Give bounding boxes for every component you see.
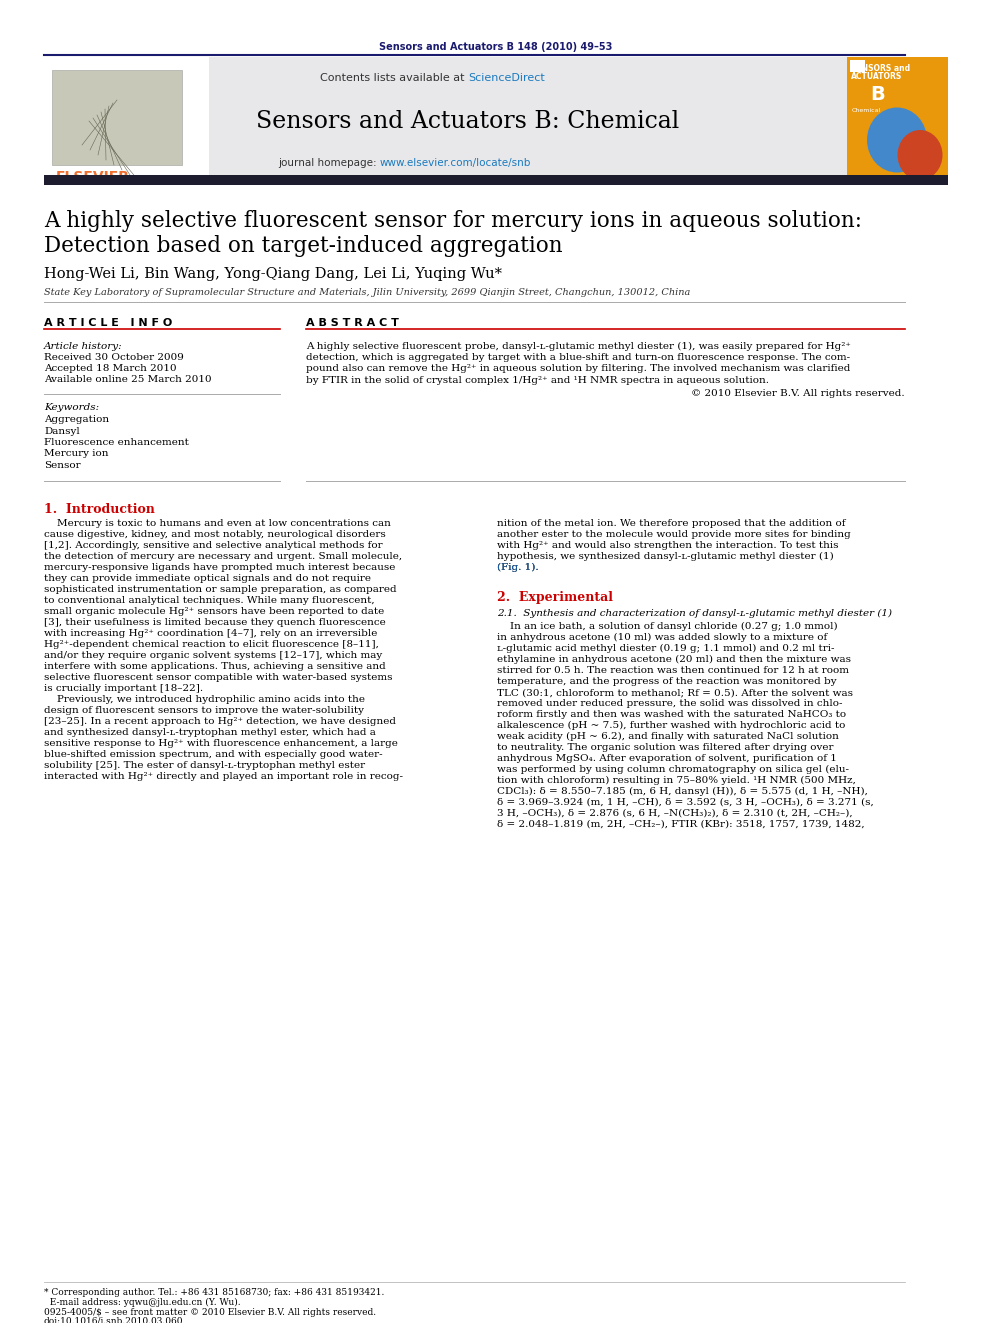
Text: E-mail address: yqwu@jlu.edu.cn (Y. Wu).: E-mail address: yqwu@jlu.edu.cn (Y. Wu).	[44, 1298, 241, 1307]
Text: © 2010 Elsevier B.V. All rights reserved.: © 2010 Elsevier B.V. All rights reserved…	[691, 389, 905, 398]
Text: In an ice bath, a solution of dansyl chloride (0.27 g; 1.0 mmol): In an ice bath, a solution of dansyl chl…	[497, 622, 837, 631]
Text: Chemical: Chemical	[852, 108, 881, 112]
Text: temperature, and the progress of the reaction was monitored by: temperature, and the progress of the rea…	[497, 677, 836, 687]
Text: nition of the metal ion. We therefore proposed that the addition of: nition of the metal ion. We therefore pr…	[497, 519, 845, 528]
Text: design of fluorescent sensors to improve the water-solubility: design of fluorescent sensors to improve…	[44, 706, 364, 714]
Text: small organic molecule Hg²⁺ sensors have been reported to date: small organic molecule Hg²⁺ sensors have…	[44, 607, 384, 617]
Text: (Fig. 1).: (Fig. 1).	[497, 564, 539, 572]
Text: pound also can remove the Hg²⁺ in aqueous solution by filtering. The involved me: pound also can remove the Hg²⁺ in aqueou…	[306, 364, 850, 373]
Text: selective fluorescent sensor compatible with water-based systems: selective fluorescent sensor compatible …	[44, 673, 393, 681]
Text: Hong-Wei Li, Bin Wang, Yong-Qiang Dang, Lei Li, Yuqing Wu*: Hong-Wei Li, Bin Wang, Yong-Qiang Dang, …	[44, 267, 502, 280]
Text: to conventional analytical techniques. While many fluorescent,: to conventional analytical techniques. W…	[44, 595, 375, 605]
Text: B: B	[870, 85, 885, 105]
Text: Dansyl: Dansyl	[44, 426, 79, 435]
Text: ʟ-glutamic acid methyl diester (0.19 g; 1.1 mmol) and 0.2 ml tri-: ʟ-glutamic acid methyl diester (0.19 g; …	[497, 644, 834, 654]
Text: is crucially important [18–22].: is crucially important [18–22].	[44, 684, 203, 693]
Text: A highly selective fluorescent probe, dansyl-ʟ-glutamic methyl diester (1), was : A highly selective fluorescent probe, da…	[306, 343, 851, 351]
Text: A highly selective fluorescent sensor for mercury ions in aqueous solution:: A highly selective fluorescent sensor fo…	[44, 210, 862, 232]
FancyBboxPatch shape	[44, 57, 847, 175]
Text: TLC (30:1, chloroform to methanol; Rf = 0.5). After the solvent was: TLC (30:1, chloroform to methanol; Rf = …	[497, 688, 853, 697]
Text: Article history:: Article history:	[44, 343, 123, 351]
Text: Sensors and Actuators B 148 (2010) 49–53: Sensors and Actuators B 148 (2010) 49–53	[379, 42, 613, 52]
Text: Fluorescence enhancement: Fluorescence enhancement	[44, 438, 188, 447]
Text: Mercury is toxic to humans and even at low concentrations can: Mercury is toxic to humans and even at l…	[44, 519, 391, 528]
Text: [23–25]. In a recent approach to Hg²⁺ detection, we have designed: [23–25]. In a recent approach to Hg²⁺ de…	[44, 717, 396, 726]
Text: Contents lists available at: Contents lists available at	[320, 73, 468, 83]
Text: (Fig. 1).: (Fig. 1).	[497, 564, 539, 572]
Text: journal homepage:: journal homepage:	[278, 157, 380, 168]
Text: Accepted 18 March 2010: Accepted 18 March 2010	[44, 364, 177, 373]
Text: Hg²⁺-dependent chemical reaction to elicit fluorescence [8–11],: Hg²⁺-dependent chemical reaction to elic…	[44, 640, 379, 650]
Text: and synthesized dansyl-ʟ-tryptophan methyl ester, which had a: and synthesized dansyl-ʟ-tryptophan meth…	[44, 728, 376, 737]
Text: Aggregation: Aggregation	[44, 415, 109, 423]
Text: alkalescence (pH ~ 7.5), further washed with hydrochloric acid to: alkalescence (pH ~ 7.5), further washed …	[497, 721, 845, 730]
Text: CDCl₃): δ = 8.550–7.185 (m, 6 H, dansyl (H)), δ = 5.575 (d, 1 H, –NH),: CDCl₃): δ = 8.550–7.185 (m, 6 H, dansyl …	[497, 787, 868, 796]
Text: ethylamine in anhydrous acetone (20 ml) and then the mixture was: ethylamine in anhydrous acetone (20 ml) …	[497, 655, 851, 664]
Bar	[44, 175, 948, 185]
Text: another ester to the molecule would provide more sites for binding: another ester to the molecule would prov…	[497, 531, 851, 538]
Text: Keywords:: Keywords:	[44, 404, 99, 411]
Text: A B S T R A C T: A B S T R A C T	[306, 318, 399, 328]
Text: stirred for 0.5 h. The reaction was then continued for 12 h at room: stirred for 0.5 h. The reaction was then…	[497, 665, 849, 675]
Text: State Key Laboratory of Supramolecular Structure and Materials, Jilin University: State Key Laboratory of Supramolecular S…	[44, 288, 690, 296]
Text: [1,2]. Accordingly, sensitive and selective analytical methods for: [1,2]. Accordingly, sensitive and select…	[44, 541, 383, 550]
Text: ACTUATORS: ACTUATORS	[851, 71, 903, 81]
Text: Sensor: Sensor	[44, 460, 80, 470]
Text: blue-shifted emission spectrum, and with especially good water-: blue-shifted emission spectrum, and with…	[44, 750, 383, 759]
Text: δ = 2.048–1.819 (m, 2H, –CH₂–), FTIR (KBr): 3518, 1757, 1739, 1482,: δ = 2.048–1.819 (m, 2H, –CH₂–), FTIR (KB…	[497, 820, 865, 830]
Text: they can provide immediate optical signals and do not require: they can provide immediate optical signa…	[44, 574, 371, 583]
Text: SENSORS and: SENSORS and	[851, 64, 910, 73]
Text: by FTIR in the solid of crystal complex 1/Hg²⁺ and ¹H NMR spectra in aqueous sol: by FTIR in the solid of crystal complex …	[306, 376, 769, 385]
Text: 0925-4005/$ – see front matter © 2010 Elsevier B.V. All rights reserved.: 0925-4005/$ – see front matter © 2010 El…	[44, 1308, 376, 1316]
Text: ScienceDirect: ScienceDirect	[468, 73, 545, 83]
Text: mercury-responsive ligands have prompted much interest because: mercury-responsive ligands have prompted…	[44, 564, 396, 572]
Text: [3], their usefulness is limited because they quench fluorescence: [3], their usefulness is limited because…	[44, 618, 386, 627]
Text: roform firstly and then was washed with the saturated NaHCO₃ to: roform firstly and then was washed with …	[497, 710, 846, 718]
Text: 2.1.  Synthesis and characterization of dansyl-ʟ-glutamic methyl diester (1): 2.1. Synthesis and characterization of d…	[497, 609, 892, 618]
Text: interacted with Hg²⁺ directly and played an important role in recog-: interacted with Hg²⁺ directly and played…	[44, 773, 403, 781]
FancyBboxPatch shape	[847, 57, 948, 175]
Ellipse shape	[867, 107, 927, 172]
Text: cause digestive, kidney, and most notably, neurological disorders: cause digestive, kidney, and most notabl…	[44, 531, 386, 538]
Text: was performed by using column chromatography on silica gel (elu-: was performed by using column chromatogr…	[497, 765, 849, 774]
Text: Detection based on target-induced aggregation: Detection based on target-induced aggreg…	[44, 235, 562, 257]
Text: Mercury ion: Mercury ion	[44, 450, 108, 459]
Text: doi:10.1016/j.snb.2010.03.060: doi:10.1016/j.snb.2010.03.060	[44, 1316, 184, 1323]
Text: detection, which is aggregated by target with a blue-shift and turn-on fluoresce: detection, which is aggregated by target…	[306, 353, 850, 363]
FancyBboxPatch shape	[44, 57, 209, 175]
Text: 3 H, –OCH₃), δ = 2.876 (s, 6 H, –N(CH₃)₂), δ = 2.310 (t, 2H, –CH₂–),: 3 H, –OCH₃), δ = 2.876 (s, 6 H, –N(CH₃)₂…	[497, 808, 853, 818]
Text: δ = 3.969–3.924 (m, 1 H, –CH), δ = 3.592 (s, 3 H, –OCH₃), δ = 3.271 (s,: δ = 3.969–3.924 (m, 1 H, –CH), δ = 3.592…	[497, 798, 874, 807]
Ellipse shape	[898, 130, 942, 180]
Text: the detection of mercury are necessary and urgent. Small molecule,: the detection of mercury are necessary a…	[44, 552, 402, 561]
Text: anhydrous MgSO₄. After evaporation of solvent, purification of 1: anhydrous MgSO₄. After evaporation of so…	[497, 754, 837, 763]
Text: Previously, we introduced hydrophilic amino acids into the: Previously, we introduced hydrophilic am…	[44, 695, 365, 704]
Text: 2.  Experimental: 2. Experimental	[497, 591, 613, 605]
Text: ELSEVIER: ELSEVIER	[56, 169, 130, 184]
Text: www.elsevier.com/locate/snb: www.elsevier.com/locate/snb	[380, 157, 532, 168]
Text: with increasing Hg²⁺ coordination [4–7], rely on an irreversible: with increasing Hg²⁺ coordination [4–7],…	[44, 628, 377, 638]
Text: to neutrality. The organic solution was filtered after drying over: to neutrality. The organic solution was …	[497, 744, 833, 751]
Text: sensitive response to Hg²⁺ with fluorescence enhancement, a large: sensitive response to Hg²⁺ with fluoresc…	[44, 740, 398, 747]
Text: Sensors and Actuators B: Chemical: Sensors and Actuators B: Chemical	[256, 110, 680, 134]
Text: and/or they require organic solvent systems [12–17], which may: and/or they require organic solvent syst…	[44, 651, 382, 660]
Text: with Hg²⁺ and would also strengthen the interaction. To test this: with Hg²⁺ and would also strengthen the …	[497, 541, 838, 550]
Text: Received 30 October 2009: Received 30 October 2009	[44, 353, 184, 363]
Text: removed under reduced pressure, the solid was dissolved in chlo-: removed under reduced pressure, the soli…	[497, 699, 842, 708]
Text: solubility [25]. The ester of dansyl-ʟ-tryptophan methyl ester: solubility [25]. The ester of dansyl-ʟ-t…	[44, 761, 365, 770]
Text: interfere with some applications. Thus, achieving a sensitive and: interfere with some applications. Thus, …	[44, 662, 386, 671]
Text: in anhydrous acetone (10 ml) was added slowly to a mixture of: in anhydrous acetone (10 ml) was added s…	[497, 632, 827, 642]
Text: A R T I C L E   I N F O: A R T I C L E I N F O	[44, 318, 173, 328]
Bar	[52, 70, 182, 165]
Text: hypothesis, we synthesized dansyl-ʟ-glutamic methyl diester (1): hypothesis, we synthesized dansyl-ʟ-glut…	[497, 552, 833, 561]
Text: * Corresponding author. Tel.: +86 431 85168730; fax: +86 431 85193421.: * Corresponding author. Tel.: +86 431 85…	[44, 1289, 384, 1297]
Bar	[850, 60, 865, 71]
Text: tion with chloroform) resulting in 75–80% yield. ¹H NMR (500 MHz,: tion with chloroform) resulting in 75–80…	[497, 777, 856, 785]
Text: weak acidity (pH ~ 6.2), and finally with saturated NaCl solution: weak acidity (pH ~ 6.2), and finally wit…	[497, 732, 839, 741]
Text: Available online 25 March 2010: Available online 25 March 2010	[44, 374, 211, 384]
Text: sophisticated instrumentation or sample preparation, as compared: sophisticated instrumentation or sample …	[44, 585, 397, 594]
Text: 1.  Introduction: 1. Introduction	[44, 503, 155, 516]
